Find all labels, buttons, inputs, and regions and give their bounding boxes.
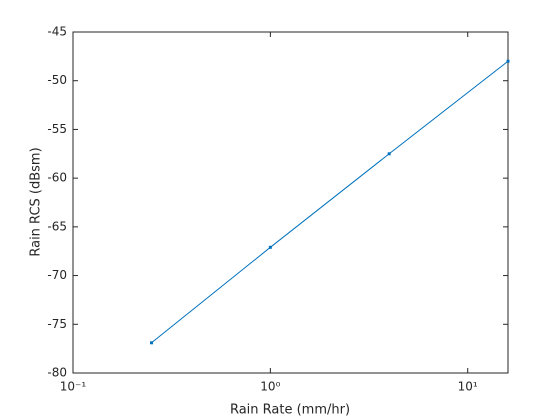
x-tick-label: 10⁰ xyxy=(260,380,280,394)
y-tick-label: -55 xyxy=(47,122,67,136)
data-point xyxy=(268,245,272,249)
data-point xyxy=(506,59,510,63)
x-tick-label: 10¹ xyxy=(458,380,478,394)
x-axis-label: Rain Rate (mm/hr) xyxy=(230,403,350,418)
x-tick-label: 10⁻¹ xyxy=(60,380,87,394)
y-tick-label: -70 xyxy=(47,268,67,282)
y-tick-label: -65 xyxy=(47,219,67,233)
data-line xyxy=(151,60,509,344)
data-point xyxy=(150,341,154,345)
y-tick-label: -60 xyxy=(47,171,67,185)
y-tick-label: -75 xyxy=(47,317,67,331)
data-point xyxy=(387,152,391,156)
y-tick-label: -45 xyxy=(47,25,67,39)
plot-frame xyxy=(72,31,509,374)
y-tick-label: -50 xyxy=(47,73,67,87)
y-axis-label: Rain RCS (dBsm) xyxy=(29,147,44,256)
y-tick-label: -80 xyxy=(47,366,67,380)
